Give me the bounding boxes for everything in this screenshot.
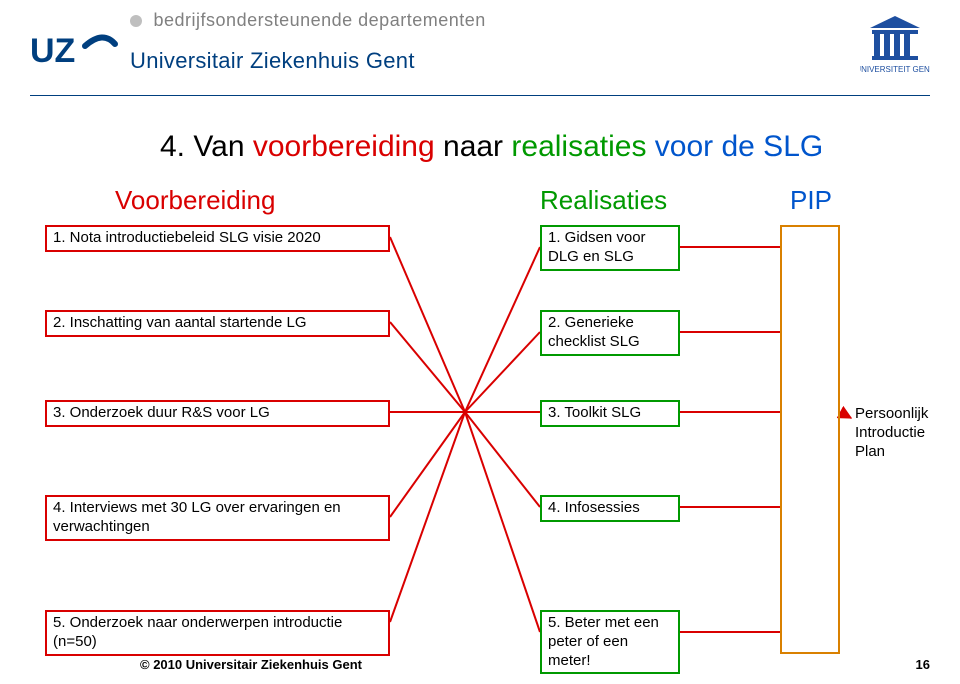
left-box-2: 2. Inschatting van aantal startende LG xyxy=(45,310,390,337)
title-word-rest: voor de SLG xyxy=(646,130,823,163)
mid-box-4: 4. Infosessies xyxy=(540,495,680,522)
mid-box-5: 5. Beter met een peter of een meter! xyxy=(540,610,680,674)
column-header-right: PIP xyxy=(790,185,832,216)
title-word-van: Van xyxy=(193,130,253,163)
pip-box xyxy=(780,225,840,654)
title-word-voorbereiding: voorbereiding xyxy=(253,130,435,163)
department-text: bedrijfsondersteunende departementen xyxy=(154,10,486,30)
title-word-naar: naar xyxy=(435,130,512,163)
slide-header: UZ bedrijfsondersteunende departementen … xyxy=(0,0,960,95)
header-rule xyxy=(30,95,930,96)
pip-long-label: Persoonlijk Introductie Plan xyxy=(855,405,945,461)
left-box-5: 5. Onderzoek naar onderwerpen introducti… xyxy=(45,610,390,656)
department-label: bedrijfsondersteunende departementen xyxy=(130,10,486,31)
slide-title: 4. Van voorbereiding naar realisaties vo… xyxy=(160,130,823,164)
left-box-4: 4. Interviews met 30 LG over ervaringen … xyxy=(45,495,390,541)
ugent-label: UNIVERSITEIT GENT xyxy=(860,65,930,74)
title-word-realisaties: realisaties xyxy=(511,130,646,163)
institution-label: Universitair Ziekenhuis Gent xyxy=(130,48,415,74)
column-header-left: Voorbereiding xyxy=(115,185,275,216)
dept-dot-icon xyxy=(130,15,142,27)
footer-page-number: 16 xyxy=(916,657,930,672)
left-box-3: 3. Onderzoek duur R&S voor LG xyxy=(45,400,390,427)
mid-box-3: 3. Toolkit SLG xyxy=(540,400,680,427)
column-header-mid: Realisaties xyxy=(540,185,667,216)
mid-box-2: 2. Generieke checklist SLG xyxy=(540,310,680,356)
footer-copyright: © 2010 Universitair Ziekenhuis Gent xyxy=(140,657,362,672)
left-box-1: 1. Nota introductiebeleid SLG visie 2020 xyxy=(45,225,390,252)
uz-logo: UZ xyxy=(30,28,120,79)
ugent-logo: UNIVERSITEIT GENT xyxy=(860,10,930,85)
mid-box-1: 1. Gidsen voor DLG en SLG xyxy=(540,225,680,271)
title-number: 4. xyxy=(160,130,185,163)
uz-logo-text: UZ xyxy=(30,32,75,70)
